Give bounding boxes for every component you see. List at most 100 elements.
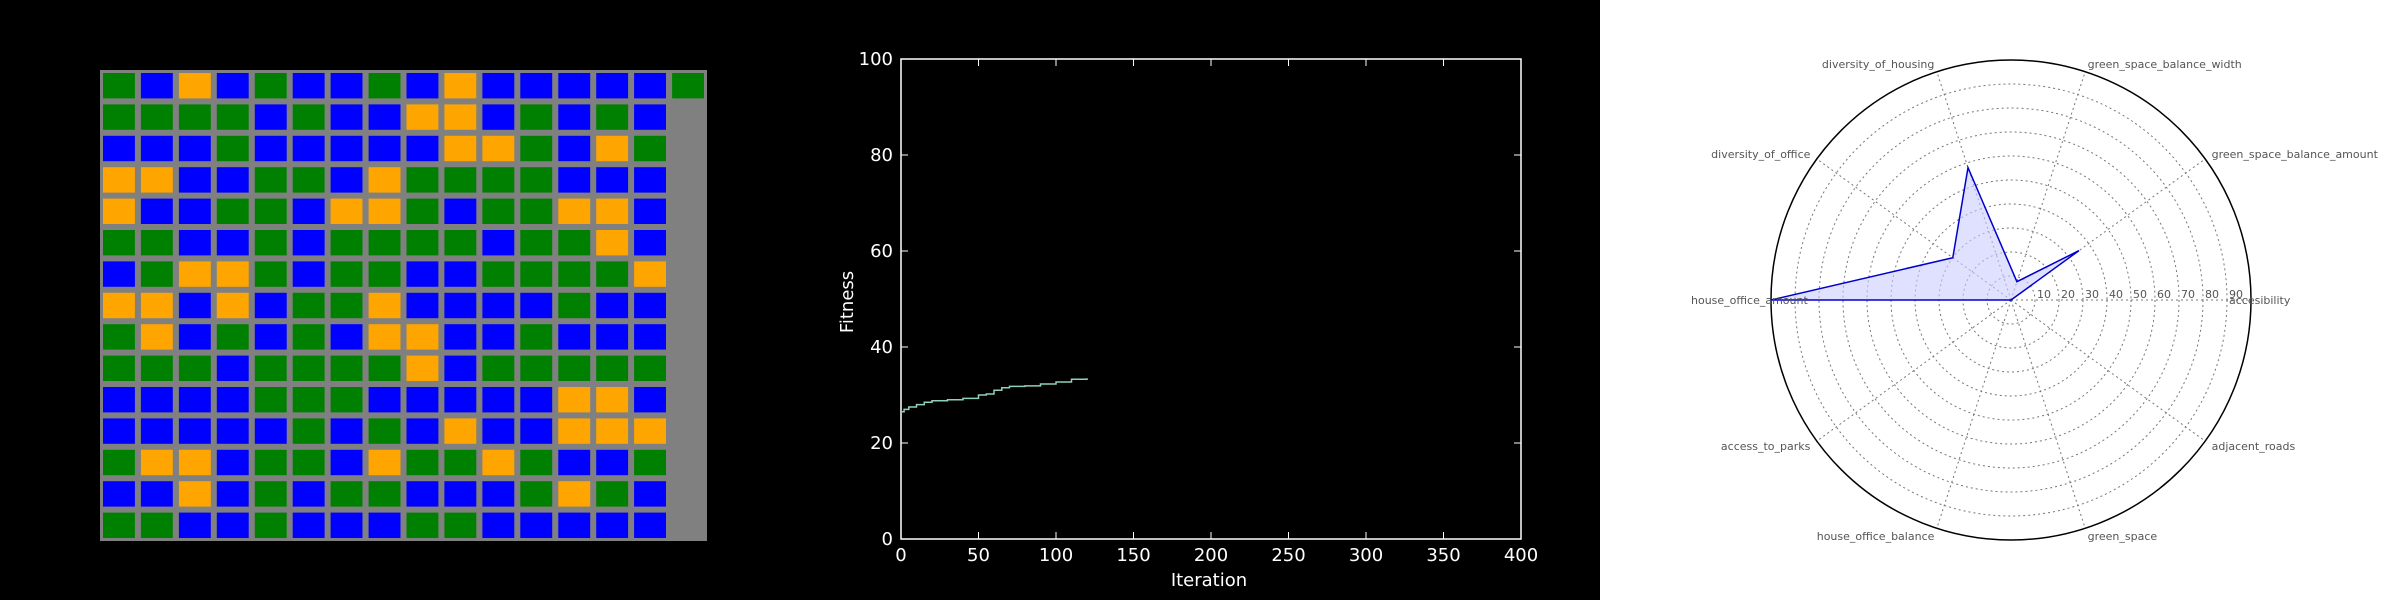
x-tick-label: 100 — [1039, 545, 1073, 566]
map-cell — [292, 387, 325, 413]
map-cell — [406, 387, 439, 413]
map-cell — [482, 230, 515, 256]
map-cell — [634, 449, 666, 476]
map-cell — [254, 198, 287, 224]
map-cell — [444, 418, 477, 444]
map-cell — [254, 449, 287, 476]
map-cell — [254, 167, 287, 193]
map-cell — [216, 135, 249, 162]
radar-category-label: green_space_balance_width — [2088, 58, 2242, 71]
map-cell — [292, 104, 325, 130]
map-cell — [368, 198, 401, 224]
y-tick-label: 20 — [870, 433, 893, 454]
map-cell — [178, 198, 211, 224]
map-cell — [406, 355, 439, 381]
map-cell — [444, 292, 477, 319]
map-cell — [178, 355, 211, 381]
map-cell — [520, 73, 553, 99]
map-cell — [482, 481, 515, 507]
map-cell — [558, 418, 591, 444]
map-cell — [634, 292, 666, 319]
map-cell — [406, 167, 439, 193]
map-cell — [368, 292, 401, 319]
map-cell — [178, 481, 211, 507]
map-cell — [103, 261, 135, 287]
map-cell — [178, 135, 211, 162]
radar-spoke — [1816, 299, 2012, 442]
map-cell — [140, 261, 173, 287]
map-cell — [103, 230, 135, 256]
radar-category-label: diversity_of_housing — [1822, 58, 1934, 71]
map-cell — [330, 418, 363, 444]
map-cell — [558, 355, 591, 381]
map-cell — [330, 135, 363, 162]
map-cell — [254, 481, 287, 507]
map-cell — [254, 104, 287, 130]
map-cell — [178, 387, 211, 413]
map-cell — [140, 135, 173, 162]
map-cell — [482, 512, 515, 538]
radar-category-label: adjacent_roads — [2212, 440, 2296, 453]
map-cell — [672, 73, 704, 99]
map-cell — [330, 167, 363, 193]
radar-category-label: accesibility — [2229, 294, 2291, 307]
map-cell — [368, 387, 401, 413]
x-tick-label: 350 — [1426, 545, 1460, 566]
map-cell — [216, 512, 249, 538]
map-cell — [634, 512, 666, 538]
map-cell — [140, 512, 173, 538]
map-cell — [254, 292, 287, 319]
map-cell — [140, 167, 173, 193]
map-cell — [444, 198, 477, 224]
map-cell — [292, 167, 325, 193]
map-cell — [406, 418, 439, 444]
y-tick-label: 80 — [870, 145, 893, 166]
map-cell — [406, 135, 439, 162]
radar-tick-label: 60 — [2157, 288, 2171, 301]
map-cell — [596, 73, 629, 99]
y-axis-label: Fitness — [837, 271, 858, 333]
map-cell — [596, 324, 629, 350]
map-cell — [406, 481, 439, 507]
map-cell — [406, 104, 439, 130]
map-cell — [140, 104, 173, 130]
radar-category-label: green_space — [2088, 530, 2158, 543]
map-cell — [558, 292, 591, 319]
radar-tick-label: 50 — [2133, 288, 2147, 301]
map-cell — [368, 73, 401, 99]
map-cell — [103, 73, 135, 99]
map-cell — [368, 324, 401, 350]
map-cell — [634, 261, 666, 287]
map-cell — [444, 512, 477, 538]
map-cell — [634, 230, 666, 256]
map-cell — [558, 230, 591, 256]
map-cell — [520, 449, 553, 476]
map-cell — [520, 355, 553, 381]
map-cell — [330, 512, 363, 538]
map-cell — [216, 481, 249, 507]
map-cell — [140, 292, 173, 319]
map-cell — [444, 481, 477, 507]
map-cell — [292, 261, 325, 287]
radar-tick-label: 80 — [2205, 288, 2219, 301]
x-tick-label: 400 — [1504, 545, 1538, 566]
map-cell — [558, 512, 591, 538]
map-cell — [634, 198, 666, 224]
map-cell — [482, 355, 515, 381]
map-cell — [520, 135, 553, 162]
radar-category-label: green_space_balance_amount — [2212, 148, 2379, 161]
map-cell — [634, 135, 666, 162]
map-cell — [596, 355, 629, 381]
map-cell — [596, 261, 629, 287]
map-cell — [178, 449, 211, 476]
map-cell — [520, 261, 553, 287]
map-cell — [292, 198, 325, 224]
map-cell — [406, 449, 439, 476]
map-cell — [254, 512, 287, 538]
radar-spoke — [1936, 299, 2012, 529]
map-cell — [368, 135, 401, 162]
map-cell — [330, 481, 363, 507]
radar-grid-ring — [1842, 131, 2180, 469]
radar-tick-label: 40 — [2109, 288, 2123, 301]
map-cell — [634, 481, 666, 507]
